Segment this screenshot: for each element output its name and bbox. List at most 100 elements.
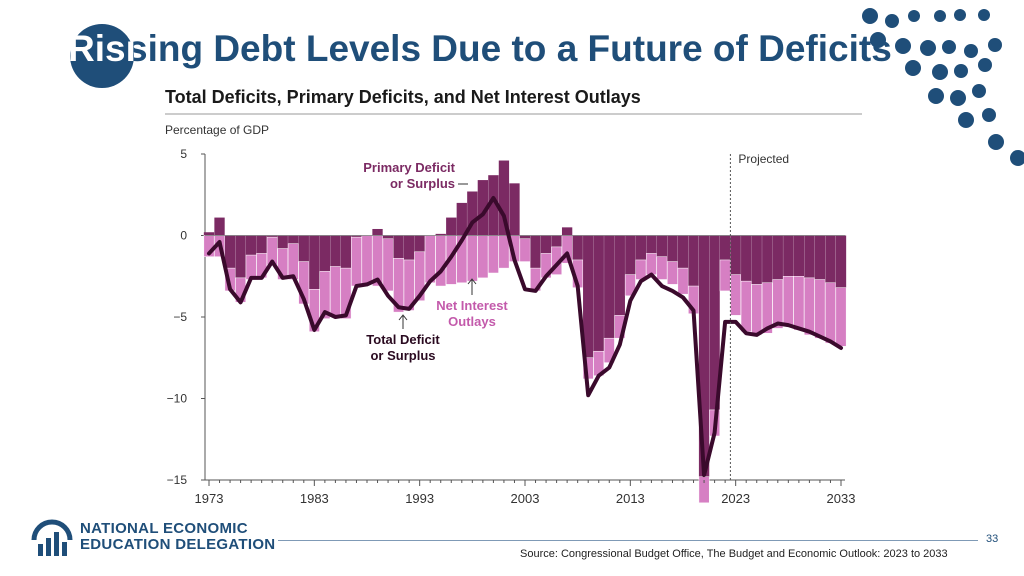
interest-bar <box>340 267 352 319</box>
x-tick-label: 1993 <box>405 491 434 506</box>
primary-annotation-line2: or Surplus <box>390 176 455 191</box>
primary-bar <box>762 235 773 283</box>
interest-bar <box>645 253 657 275</box>
interest-bar <box>825 282 836 344</box>
primary-bar <box>825 235 836 283</box>
primary-bar <box>635 235 647 260</box>
decorative-dot <box>950 90 966 106</box>
primary-bar <box>277 235 288 249</box>
primary-bar <box>467 191 478 236</box>
primary-bar <box>551 235 562 247</box>
decorative-dot <box>954 64 968 78</box>
interest-bar <box>835 287 847 347</box>
total-annotation-arrowhead <box>398 314 408 321</box>
decorative-dot <box>932 64 948 80</box>
y-tick-label: −15 <box>167 473 188 487</box>
primary-bar <box>572 235 583 260</box>
y-tick-label: −5 <box>173 310 187 324</box>
total-annotation-line2: or Surplus <box>370 348 435 363</box>
primary-bar <box>646 235 657 254</box>
chart-title: Total Deficits, Primary Deficits, and Ne… <box>165 87 641 107</box>
interest-bar <box>814 279 826 339</box>
decorative-dot <box>862 8 878 24</box>
primary-bar <box>372 228 383 236</box>
interest-bar <box>677 267 689 295</box>
primary-bar <box>783 235 794 277</box>
primary-bar <box>698 235 710 477</box>
decorative-dot <box>928 88 944 104</box>
decorative-dot <box>988 134 1004 150</box>
primary-bar <box>330 235 341 267</box>
primary-bar <box>435 233 446 236</box>
x-tick-label: 2023 <box>721 491 750 506</box>
primary-bar <box>814 235 826 280</box>
interest-bar <box>730 274 742 316</box>
primary-bar <box>593 235 604 352</box>
y-tick-label: 5 <box>180 147 187 161</box>
primary-bar <box>456 202 467 236</box>
primary-bar <box>319 235 331 272</box>
primary-bar <box>583 235 594 358</box>
decorative-dot <box>885 14 899 28</box>
interest-bar <box>435 235 447 287</box>
interest-bar <box>519 238 531 262</box>
primary-bar <box>804 235 815 278</box>
primary-bar <box>741 235 752 282</box>
decorative-dot <box>905 60 921 76</box>
interest-bar <box>656 256 668 280</box>
primary-bar <box>667 235 678 262</box>
x-tick-label: 2003 <box>511 491 540 506</box>
source-note: Source: Congressional Budget Office, The… <box>520 548 948 560</box>
primary-bar <box>224 235 236 269</box>
primary-bar <box>614 235 625 316</box>
primary-bar <box>604 235 615 339</box>
primary-bar <box>530 235 541 269</box>
interest-bar <box>719 259 731 292</box>
primary-bar <box>540 235 552 254</box>
primary-bar <box>214 217 225 236</box>
y-axis-label: Percentage of GDP <box>165 123 269 137</box>
y-tick-label: 0 <box>180 229 187 243</box>
interest-bar <box>498 235 510 269</box>
logo-line-1: NATIONAL ECONOMIC <box>80 520 248 537</box>
primary-bar <box>519 235 531 239</box>
primary-bar <box>393 235 404 259</box>
interest-bar <box>466 235 478 282</box>
primary-bar <box>719 235 731 260</box>
x-tick-label: 1983 <box>300 491 329 506</box>
total-annotation-line1: Total Deficit <box>366 332 440 347</box>
decorative-dot <box>978 9 990 21</box>
primary-bar <box>298 235 309 262</box>
decorative-dot <box>920 40 936 56</box>
logo-text: NATIONAL ECONOMIC EDUCATION DELEGATION <box>80 521 275 553</box>
primary-bar <box>677 235 689 269</box>
interest-annotation-arrowhead <box>467 278 477 285</box>
decorative-dot <box>934 10 946 22</box>
primary-bar <box>709 235 720 410</box>
primary-bar <box>256 235 267 254</box>
primary-bar <box>288 235 299 244</box>
title-highlight-circle <box>70 24 134 88</box>
primary-bar <box>446 217 457 236</box>
decorative-dot <box>978 58 992 72</box>
title-highlight-text: Risi <box>68 28 136 69</box>
interest-bar <box>667 261 678 285</box>
primary-bar <box>309 235 320 290</box>
decorative-dot <box>958 112 974 128</box>
interest-bar <box>740 280 752 332</box>
total-deficit-line <box>207 196 843 478</box>
primary-bar <box>267 235 278 238</box>
interest-bar <box>782 276 794 328</box>
interest-bar <box>487 235 499 274</box>
primary-annotation-line1: Primary Deficit <box>363 160 455 175</box>
decorative-dot <box>942 40 956 54</box>
decorative-dot <box>972 84 986 98</box>
interest-annotation-line1: Net Interest <box>436 298 508 313</box>
primary-bar <box>351 235 362 238</box>
interest-bar <box>803 277 815 336</box>
primary-bar <box>403 235 415 260</box>
primary-bar <box>561 227 573 236</box>
x-tick-label: 1973 <box>195 491 224 506</box>
primary-bar <box>477 180 489 236</box>
primary-bar <box>203 232 215 236</box>
